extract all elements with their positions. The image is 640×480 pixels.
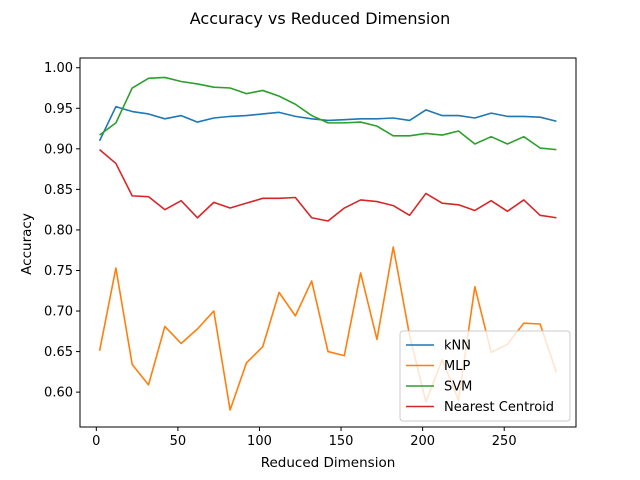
y-tick-label: 0.85 — [44, 183, 73, 198]
legend-label-mlp: MLP — [444, 359, 470, 374]
x-tick-label: 100 — [247, 434, 272, 449]
y-tick-label: 0.95 — [44, 102, 73, 117]
series-line-svm — [99, 76, 557, 151]
x-tick-label: 250 — [492, 434, 517, 449]
y-tick-label: 0.60 — [44, 386, 73, 401]
axes-frame — [79, 57, 577, 428]
y-tick-label: 1.00 — [44, 61, 73, 76]
legend-label-nearest-centroid: Nearest Centroid — [444, 400, 554, 415]
y-tick-label: 0.90 — [44, 142, 73, 157]
y-tick-label: 0.80 — [44, 223, 73, 238]
x-tick-label: 0 — [92, 434, 100, 449]
plot-area: 0 50 100 150 200 250 0.60 0.65 0.70 0.75 0.80 0.85 0… — [44, 57, 577, 449]
y-tick-label: 0.75 — [44, 264, 73, 279]
y-tick-label: 0.65 — [44, 345, 73, 360]
chart-title: Accuracy vs Reduced Dimension — [190, 9, 451, 28]
x-axis-label: Reduced Dimension — [261, 455, 396, 471]
series-line-knn — [98, 105, 557, 142]
x-tick-label: 50 — [170, 434, 187, 449]
x-tick-label: 200 — [410, 434, 435, 449]
series-line-mlp — [98, 246, 558, 411]
y-tick-label: 0.70 — [44, 305, 73, 320]
legend-label-svm: SVM — [444, 380, 472, 395]
series-line-nearest-centroid — [99, 149, 557, 222]
legend-box — [399, 330, 571, 422]
x-tick-label: 150 — [329, 434, 354, 449]
y-axis-label: Accuracy — [19, 213, 35, 275]
legend-label-knn: kNN — [444, 339, 471, 354]
